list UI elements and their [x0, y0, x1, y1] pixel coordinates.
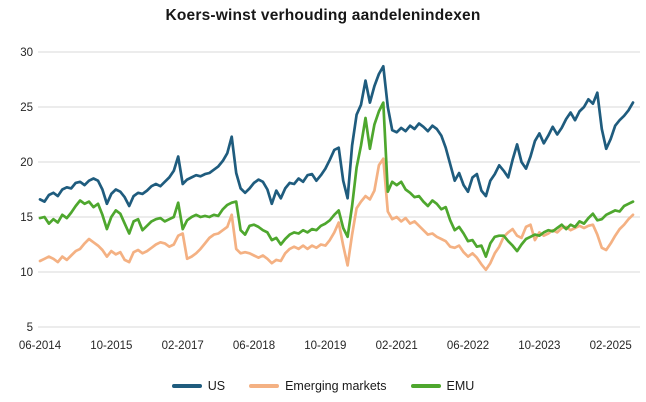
- emu-line-swatch: [410, 383, 441, 389]
- y-tick-label-30: 30: [20, 47, 33, 59]
- chart-title: Koers-winst verhouding aandelenindexen: [165, 7, 481, 24]
- legend-label-us: US: [207, 379, 226, 393]
- y-tick-label-5: 5: [27, 322, 33, 334]
- x-tick-label-02-2025: 02-2025: [590, 340, 632, 352]
- x-tick-label-10-2023: 10-2023: [518, 340, 560, 352]
- emerging-markets-line-swatch: [249, 383, 280, 389]
- x-tick-label-10-2015: 10-2015: [90, 340, 132, 352]
- legend-label-emerging-markets: Emerging markets: [285, 379, 387, 393]
- y-tick-label-10: 10: [20, 267, 33, 279]
- y-tick-label-15: 15: [20, 212, 33, 224]
- legend-label-emu: EMU: [446, 379, 475, 393]
- series-line-emu: [38, 101, 635, 258]
- chart-legend: US Emerging markets EMU: [0, 379, 646, 393]
- series-line-us: [38, 64, 635, 208]
- x-tick-label-02-2017: 02-2017: [162, 340, 204, 352]
- y-tick-label-25: 25: [20, 102, 33, 114]
- x-tick-label-06-2018: 06-2018: [233, 340, 275, 352]
- x-tick-label-02-2021: 02-2021: [376, 340, 418, 352]
- x-tick-label-10-2019: 10-2019: [304, 340, 346, 352]
- x-tick-label-06-2022: 06-2022: [447, 340, 489, 352]
- legend-item-emu: EMU: [410, 379, 475, 393]
- legend-item-us: US: [171, 379, 226, 393]
- y-tick-label-20: 20: [20, 157, 33, 169]
- x-tick-label-06-2014: 06-2014: [19, 340, 62, 352]
- series-line-emerging-markets: [38, 157, 635, 272]
- us-line-swatch: [171, 383, 202, 389]
- legend-item-emerging-markets: Emerging markets: [249, 379, 387, 393]
